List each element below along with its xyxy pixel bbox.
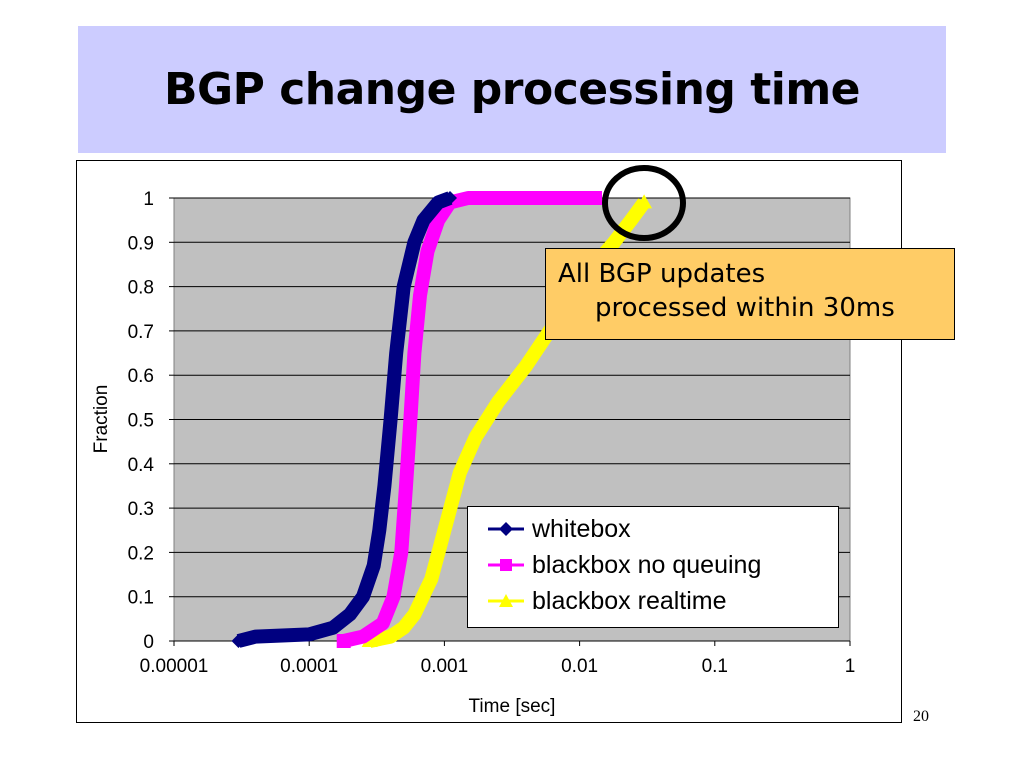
series-point <box>336 634 351 648</box>
y-tick-label: 0.8 <box>128 278 154 299</box>
slide-title: BGP change processing time <box>163 64 861 115</box>
legend-label: blackbox realtime <box>532 586 727 615</box>
legend: whitebox blackbox no queuing blackbox real… <box>467 506 839 628</box>
slide-number: 20 <box>913 708 929 725</box>
y-tick-label: 0 <box>143 632 154 653</box>
series-point <box>442 191 457 205</box>
y-tick-label: 0.5 <box>128 411 154 432</box>
series-point <box>231 634 246 648</box>
callout-box: All BGP updates processed within 30ms <box>545 248 955 340</box>
x-axis-ticks: 0.00001 0.0001 0.001 0.01 0.1 1 <box>140 640 856 677</box>
series-point <box>636 194 653 209</box>
y-axis-label: Fraction <box>91 385 112 454</box>
callout-line-2: processed within 30ms <box>595 293 895 323</box>
legend-swatch-triangle-icon <box>488 594 524 607</box>
x-tick-label: 0.001 <box>421 656 469 677</box>
y-tick-label: 0.2 <box>128 543 154 564</box>
x-tick-label: 0.1 <box>702 656 728 677</box>
callout-line-1: All BGP updates <box>558 259 766 289</box>
y-tick-label: 0.6 <box>128 366 154 387</box>
legend-item: whitebox <box>468 511 838 547</box>
series-point <box>588 191 603 205</box>
y-tick-label: 0.3 <box>128 499 154 520</box>
y-tick-label: 0.1 <box>128 588 154 609</box>
legend-swatch-diamond-icon <box>488 522 524 536</box>
chart-frame: 0 0.1 0.2 0.3 0.4 0.5 0.6 0.7 0.8 0.9 1 0.00001 0.0… <box>76 160 902 723</box>
series-lines <box>231 191 653 648</box>
legend-swatch-square-icon <box>488 559 524 571</box>
chart: 00.10.20.30.40.50.60.70.80.91 0.00001 0.0… <box>91 165 856 717</box>
y-tick-label: 0.4 <box>128 455 155 476</box>
x-tick-label: 0.01 <box>561 656 598 677</box>
legend-label: whitebox <box>532 514 631 543</box>
x-axis-label: Time [sec] <box>469 696 556 717</box>
x-tick-label: 1 <box>845 656 856 677</box>
title-banner: BGP change processing time <box>78 26 946 153</box>
x-tick-label: 0.0001 <box>280 656 338 677</box>
legend-item: blackbox no queuing <box>468 547 838 583</box>
x-tick-label: 0.00001 <box>140 656 209 677</box>
highlight-circle <box>602 165 686 241</box>
y-axis-ticks: 0 0.1 0.2 0.3 0.4 0.5 0.6 0.7 0.8 0.9 1 <box>128 189 174 653</box>
y-tick-label: 0.9 <box>128 233 154 254</box>
legend-item: blackbox realtime <box>468 583 838 619</box>
y-tick-label: 1 <box>143 189 154 210</box>
series-line-whitebox <box>236 191 453 648</box>
legend-label: blackbox no queuing <box>532 550 762 579</box>
y-tick-label: 0.7 <box>128 322 154 343</box>
